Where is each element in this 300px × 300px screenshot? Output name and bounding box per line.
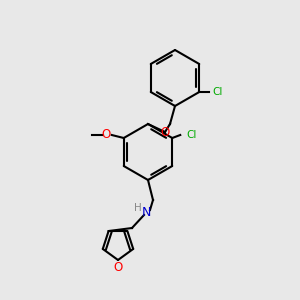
Text: Cl: Cl [212,87,223,97]
Text: H: H [134,203,142,213]
Text: O: O [160,125,169,139]
Text: Cl: Cl [186,130,197,140]
Text: N: N [141,206,151,218]
Text: O: O [101,128,110,142]
Text: O: O [113,261,123,274]
